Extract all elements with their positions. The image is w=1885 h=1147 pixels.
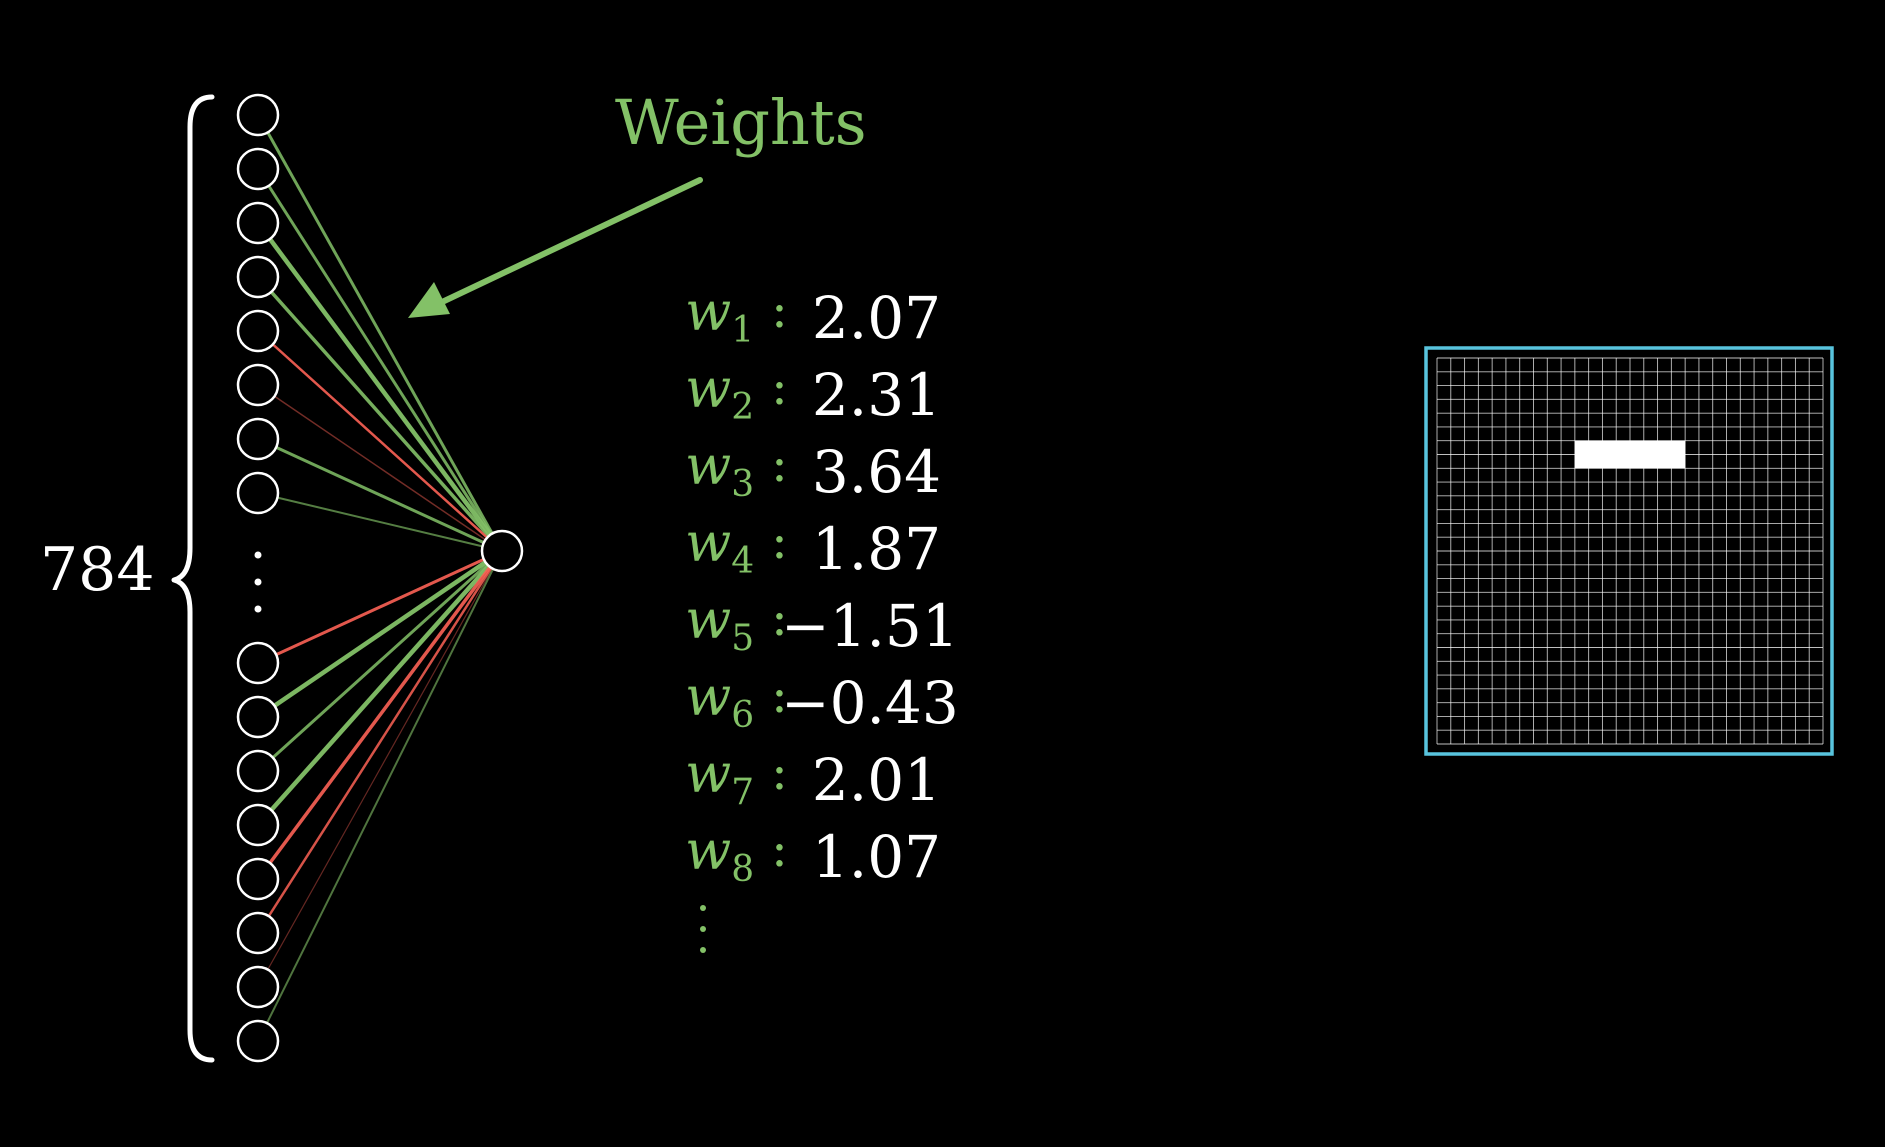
- weight-symbol-index: 8: [731, 849, 755, 890]
- weight-symbol: w3: [685, 439, 754, 503]
- weight-colon: :: [771, 358, 788, 416]
- weight-symbol-index: 6: [731, 695, 755, 736]
- ellipsis-dot: [254, 578, 262, 586]
- weight-symbol-base: w: [685, 434, 732, 497]
- input-neuron: [236, 749, 280, 793]
- weight-value: −0.43: [781, 669, 959, 737]
- input-ellipsis: [254, 551, 262, 613]
- connection-line: [257, 549, 503, 665]
- ellipsis-dot: [254, 605, 262, 613]
- connection-line: [256, 221, 504, 553]
- weight-symbol-base: w: [685, 742, 732, 805]
- weight-symbol: w7: [685, 747, 754, 811]
- weight-symbol: w5: [685, 593, 754, 657]
- input-neuron: [236, 1019, 280, 1063]
- weight-symbol-index: 5: [731, 618, 755, 659]
- connection-line: [256, 275, 504, 553]
- weight-symbol-index: 1: [731, 310, 755, 351]
- weight-colon: :: [771, 743, 788, 801]
- input-neuron: [236, 965, 280, 1009]
- weight-list-ellipsis: [700, 905, 710, 968]
- input-neuron: [236, 911, 280, 955]
- weight-symbol: w1: [685, 285, 754, 349]
- input-neuron: [236, 695, 280, 739]
- input-count-label: 784: [40, 535, 155, 605]
- pixel-grid: [1424, 346, 1834, 756]
- weight-symbol-base: w: [685, 588, 732, 651]
- weight-symbol-base: w: [685, 665, 732, 728]
- connection-line: [257, 330, 503, 552]
- weights-annotation-label: Weights: [615, 86, 867, 159]
- weight-colon: :: [771, 820, 788, 878]
- weight-symbol-base: w: [685, 357, 732, 420]
- weight-symbol-base: w: [685, 511, 732, 574]
- input-neuron: [236, 309, 280, 353]
- weight-colon: :: [771, 281, 788, 339]
- connection-line: [256, 549, 504, 719]
- weight-value: −1.51: [781, 592, 959, 660]
- input-neuron: [236, 641, 280, 685]
- input-neuron: [236, 857, 280, 901]
- output-neuron: [480, 529, 524, 573]
- input-neuron: [236, 417, 280, 461]
- ellipsis-dot: [700, 926, 706, 932]
- weight-symbol: w4: [685, 516, 754, 580]
- input-neuron: [236, 201, 280, 245]
- weight-value: 2.01: [811, 746, 941, 814]
- input-neuron: [236, 147, 280, 191]
- input-neuron: [236, 471, 280, 515]
- input-neuron: [236, 93, 280, 137]
- connection-line: [256, 549, 504, 773]
- input-neuron: [236, 363, 280, 407]
- weight-colon: :: [771, 666, 788, 724]
- arrow-shaft: [437, 177, 703, 306]
- weight-symbol-index: 7: [731, 772, 755, 813]
- weight-value: 1.87: [811, 515, 941, 583]
- input-neurons: [236, 93, 280, 1063]
- weight-symbol: w2: [685, 362, 754, 426]
- weight-value: 1.07: [811, 823, 941, 891]
- input-neuron: [236, 803, 280, 847]
- connection-line: [257, 492, 503, 552]
- connection-line: [257, 550, 503, 988]
- weight-symbol-base: w: [685, 280, 732, 343]
- ellipsis-dot: [700, 905, 706, 911]
- ellipsis-dot: [700, 947, 706, 953]
- weight-symbol: w6: [685, 670, 754, 734]
- connection-line: [256, 114, 504, 552]
- weight-colon: :: [771, 435, 788, 493]
- connection-line: [256, 549, 504, 827]
- input-neuron: [236, 255, 280, 299]
- weight-symbol-base: w: [685, 819, 732, 882]
- active-pixels: [1574, 440, 1686, 469]
- weight-value: 2.31: [811, 361, 941, 429]
- weights-arrow: [408, 177, 703, 318]
- weight-colon: :: [771, 589, 788, 647]
- ellipsis-dot: [254, 551, 262, 559]
- weight-symbol-index: 4: [731, 541, 755, 582]
- weight-symbol: w8: [685, 824, 754, 888]
- connection-line: [257, 384, 503, 552]
- connection-line: [256, 550, 504, 934]
- weight-colon: :: [771, 512, 788, 570]
- input-layer-brace: [171, 94, 215, 1063]
- connection-line: [257, 437, 503, 553]
- weight-symbol-index: 2: [731, 387, 755, 428]
- weight-value: 3.64: [811, 438, 941, 506]
- weight-value: 2.07: [811, 284, 941, 352]
- connection-line: [257, 550, 503, 1042]
- weight-connections: [256, 114, 504, 1042]
- connection-line: [256, 168, 504, 552]
- connection-line: [256, 549, 504, 881]
- weight-symbol-index: 3: [731, 464, 755, 505]
- arrow-head: [408, 282, 450, 318]
